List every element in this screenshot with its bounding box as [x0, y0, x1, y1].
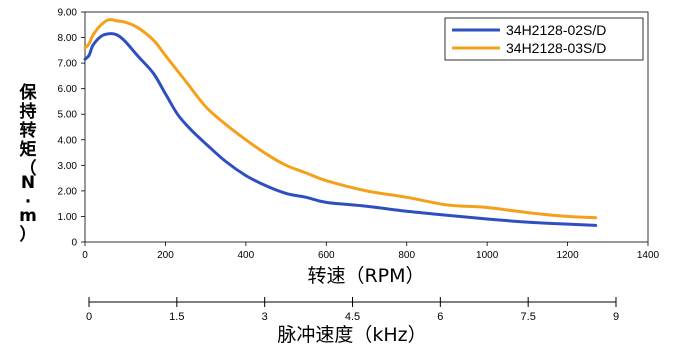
- y-tick-label: 7.00: [58, 59, 78, 70]
- y-axis-title-char: N: [21, 173, 35, 193]
- x-tick-label: 200: [157, 250, 174, 261]
- x-tick-label: 1200: [556, 250, 579, 261]
- x-tick-label: 400: [238, 250, 255, 261]
- y-axis-title-char: 保: [19, 82, 38, 103]
- series-line-1: [83, 32, 598, 227]
- secondary-tick-label: 1.5: [169, 311, 184, 323]
- secondary-tick-label: 6: [437, 311, 443, 323]
- y-tick-label: 0: [71, 238, 77, 249]
- y-tick-label: 2.00: [58, 186, 78, 197]
- x-tick-label: 1000: [476, 250, 499, 261]
- y-tick-label: 9.00: [58, 8, 78, 19]
- plot-frame: [84, 11, 649, 243]
- secondary-tick-label: 9: [613, 311, 619, 323]
- legend: 34H2128-02S/D 34H2128-03S/D: [444, 17, 644, 61]
- x-tick-label: 800: [398, 250, 415, 261]
- y-tick-label: 3.00: [58, 161, 78, 172]
- y-axis-title-char: 矩: [20, 139, 37, 160]
- plot-area: [84, 11, 649, 243]
- legend-box: [444, 17, 644, 61]
- secondary-tick-label: 4.5: [345, 311, 360, 323]
- series-lines: [83, 18, 598, 227]
- legend-label-2: 34H2128-03S/D: [506, 40, 606, 56]
- series-line-2: [83, 18, 598, 220]
- secondary-axis: 0 1.5 3 4.5 6 7.5 9: [86, 297, 619, 323]
- y-axis-title-char: m: [19, 206, 37, 226]
- x-tick-label: 600: [318, 250, 335, 261]
- secondary-tick-label: 0: [86, 311, 92, 323]
- x-tick-label: 0: [82, 250, 88, 261]
- y-tick-label: 8.00: [58, 33, 78, 44]
- y-tick-label: 5.00: [58, 110, 78, 121]
- legend-label-1: 34H2128-02S/D: [506, 22, 606, 38]
- y-axis-title-char: 转: [20, 120, 37, 141]
- x-tick-label: 1400: [637, 250, 660, 261]
- y-axis-title-char: 持: [20, 101, 37, 122]
- y-tick-label: 1.00: [58, 212, 78, 223]
- y-tick-label: 6.00: [58, 84, 78, 95]
- secondary-tick-label: 7.5: [521, 311, 536, 323]
- y-axis-title-char: ·: [25, 192, 31, 212]
- y-axis-title-char: ）: [20, 224, 37, 245]
- axes: 0 200 400 600 800 1000 1200 1400 0 1.00 2.00 3.00 4.…: [58, 8, 660, 262]
- x-axis-title: 转速（RPM）: [307, 265, 424, 287]
- secondary-axis-title: 脉冲速度（kHz）: [277, 324, 426, 346]
- y-tick-label: 4.00: [58, 135, 78, 146]
- y-axis-title: 保持转矩（ N · m）: [19, 82, 38, 245]
- secondary-tick-label: 3: [262, 311, 268, 323]
- y-axis-title-char: （: [20, 158, 37, 179]
